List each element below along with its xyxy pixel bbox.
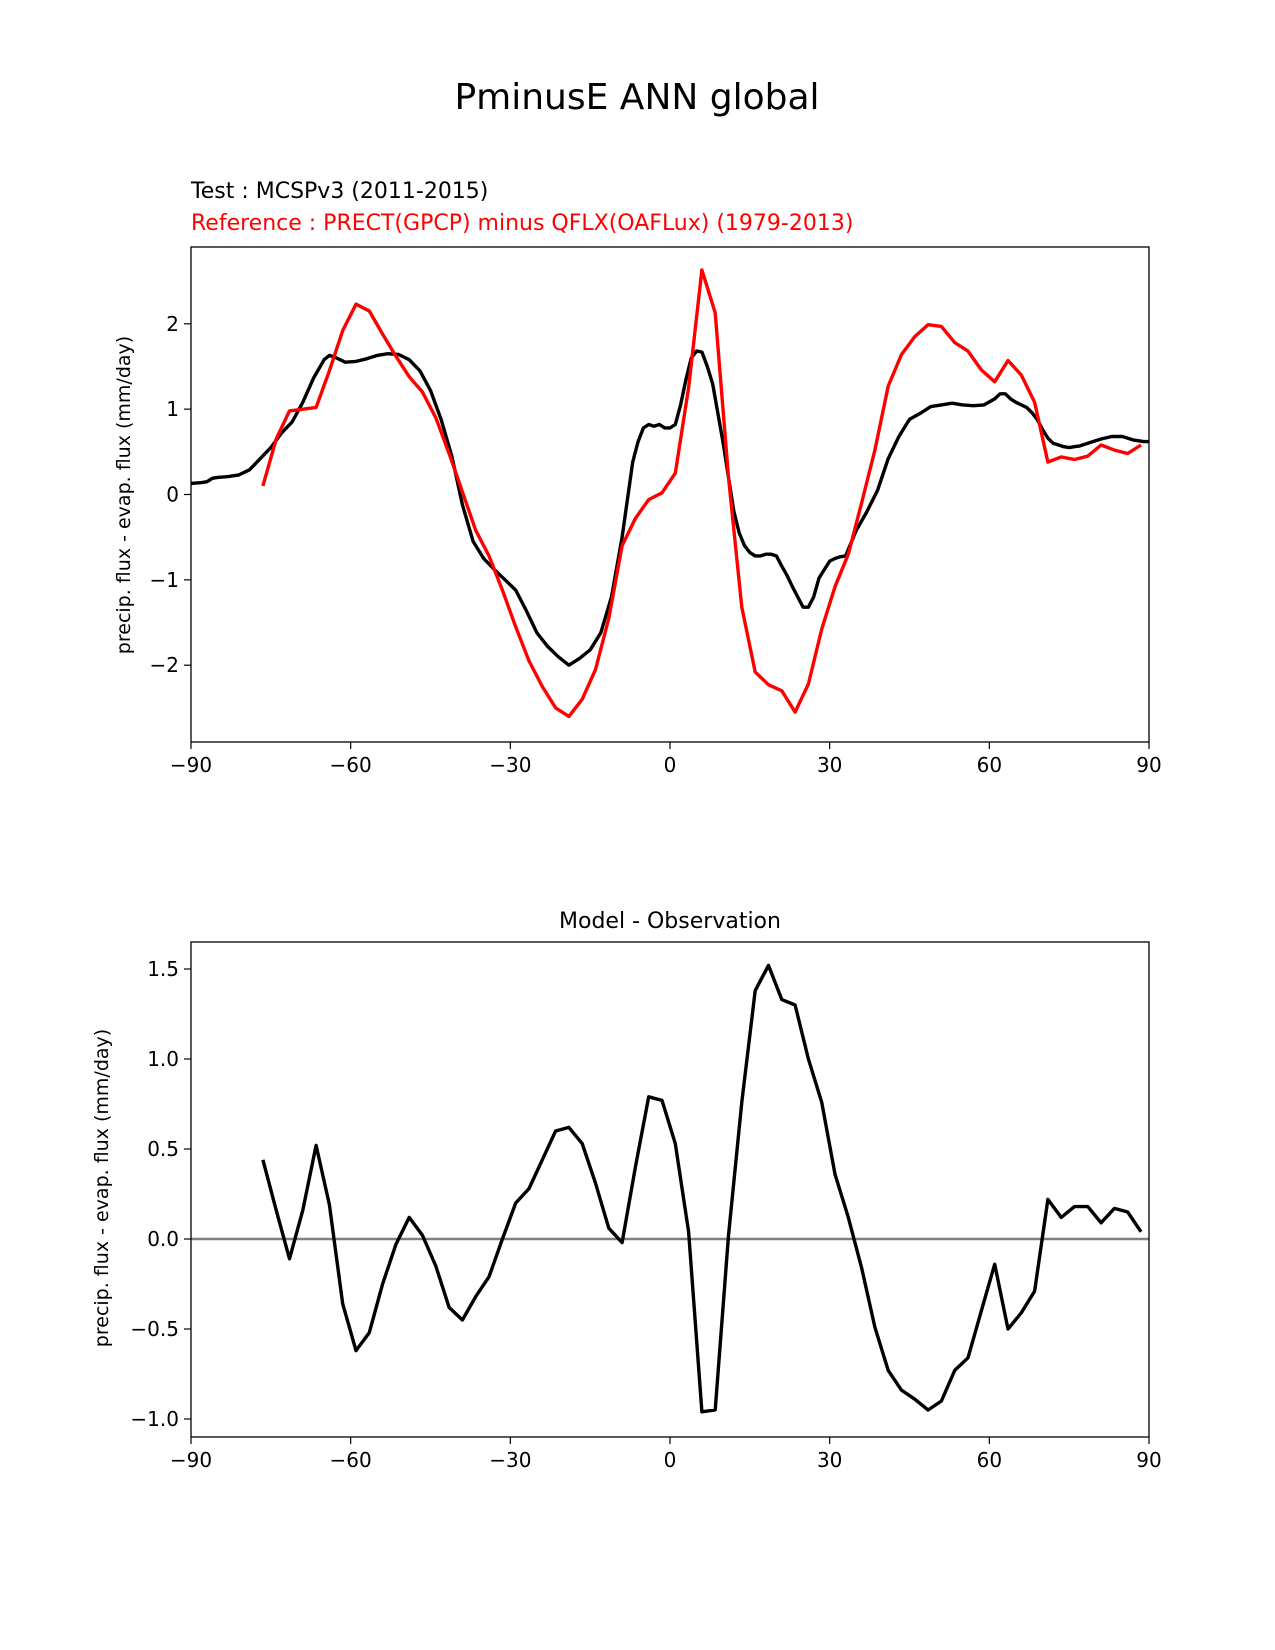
x-tick-label: −90 xyxy=(170,753,212,777)
y-tick-label: 0 xyxy=(166,483,179,507)
y-tick-label: −2 xyxy=(150,653,179,677)
x-tick-label: 30 xyxy=(817,753,842,777)
bottom-plot-frame xyxy=(190,941,1150,1438)
reference-series-line xyxy=(261,268,1142,719)
x-tick-label: −30 xyxy=(489,1448,531,1472)
test-series-line xyxy=(261,963,1143,1414)
bottom-panel-title: Model - Observation xyxy=(559,909,781,934)
x-tick-label: 60 xyxy=(977,1448,1002,1472)
x-tick-label: 90 xyxy=(1136,1448,1161,1472)
top-y-axis-label: precip. flux - evap. flux (mm/day) xyxy=(113,336,135,654)
bottom-data-lines xyxy=(191,963,1149,1414)
x-tick-label: −60 xyxy=(330,1448,372,1472)
top-data-lines xyxy=(190,268,1149,719)
bottom-panel: Model - Observation precip. flux - evap.… xyxy=(91,909,1162,1472)
y-tick-label: −0.5 xyxy=(130,1317,179,1341)
y-tick-label: 1.0 xyxy=(147,1047,179,1071)
x-tick-label: 0 xyxy=(664,1448,677,1472)
top-plot-frame xyxy=(190,246,1150,743)
top-axis-ticks: −90 −60 −30 0 30 60 90 −2 −1 0 1 2 xyxy=(150,312,1162,777)
reference-label: Reference : PRECT(GPCP) minus QFLX(OAFLu… xyxy=(191,211,853,236)
x-tick-label: 60 xyxy=(977,753,1002,777)
y-tick-label: −1.0 xyxy=(130,1407,179,1431)
y-tick-label: 0.5 xyxy=(147,1137,179,1161)
y-tick-label: −1 xyxy=(150,568,179,592)
bottom-y-axis-label: precip. flux - evap. flux (mm/day) xyxy=(91,1029,113,1347)
bottom-axis-ticks: −90 −60 −30 0 30 60 90 −1.0 −0.5 0.0 0.5 1.0 1.5 xyxy=(130,957,1161,1472)
test-series-line xyxy=(190,349,1149,667)
x-tick-label: −60 xyxy=(330,753,372,777)
x-tick-label: 90 xyxy=(1136,753,1161,777)
x-tick-label: 0 xyxy=(664,753,677,777)
x-tick-label: −90 xyxy=(170,1448,212,1472)
y-tick-label: 1 xyxy=(166,397,179,421)
top-panel: Test : MCSPv3 (2011-2015) Reference : PR… xyxy=(113,179,1162,777)
test-label: Test : MCSPv3 (2011-2015) xyxy=(190,179,488,204)
y-tick-label: 2 xyxy=(166,312,179,336)
y-tick-label: 1.5 xyxy=(147,957,179,981)
x-tick-label: 30 xyxy=(817,1448,842,1472)
y-tick-label: 0.0 xyxy=(147,1227,179,1251)
figure-title: PminusE ANN global xyxy=(454,77,819,118)
x-tick-label: −30 xyxy=(489,753,531,777)
